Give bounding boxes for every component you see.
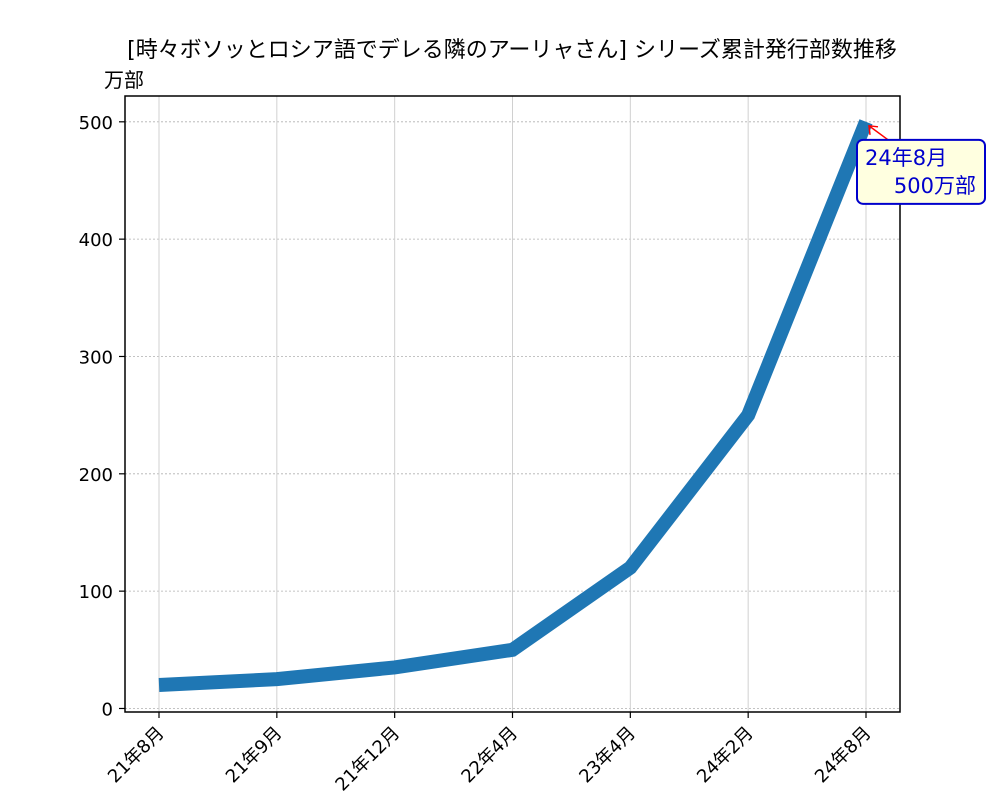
y-tick-label: 200 <box>79 465 113 486</box>
annotation-label-date: 24年8月 <box>865 146 947 170</box>
annotation-box <box>856 138 986 205</box>
x-tick-label: 24年2月 <box>693 723 758 788</box>
chart-title: [時々ボソッとロシア語でデレる隣のアーリャさん] シリーズ累計発行部数推移 <box>127 38 897 63</box>
grid-layer <box>125 96 900 712</box>
x-tick-label: 23年4月 <box>575 723 640 788</box>
y-axis: 0 100 200 300 400 500 <box>79 113 125 720</box>
series-line <box>158 119 873 693</box>
y-axis-unit-label: 万部 <box>104 68 144 92</box>
annotation-label-value: 500万部 <box>894 174 976 198</box>
annotation-arrowhead <box>868 124 879 135</box>
y-tick-label: 0 <box>102 699 113 720</box>
y-tick-label: 100 <box>79 582 113 603</box>
x-tick-label: 24年8月 <box>811 723 876 788</box>
y-tick-label: 300 <box>79 347 113 368</box>
annotation: 24年8月 500万部 <box>856 124 986 205</box>
x-tick-label: 22年4月 <box>457 723 522 788</box>
annotation-arrow <box>868 125 889 141</box>
y-tick-label: 400 <box>79 230 113 251</box>
y-tick-label: 500 <box>79 113 113 134</box>
x-tick-label: 21年12月 <box>332 723 405 796</box>
x-axis: 21年8月 21年9月 21年12月 22年4月 23年4月 24年2月 24年8月 <box>104 712 876 795</box>
x-tick-label: 21年9月 <box>222 723 287 788</box>
series-layer <box>158 119 873 693</box>
x-tick-label: 21年8月 <box>104 723 169 788</box>
